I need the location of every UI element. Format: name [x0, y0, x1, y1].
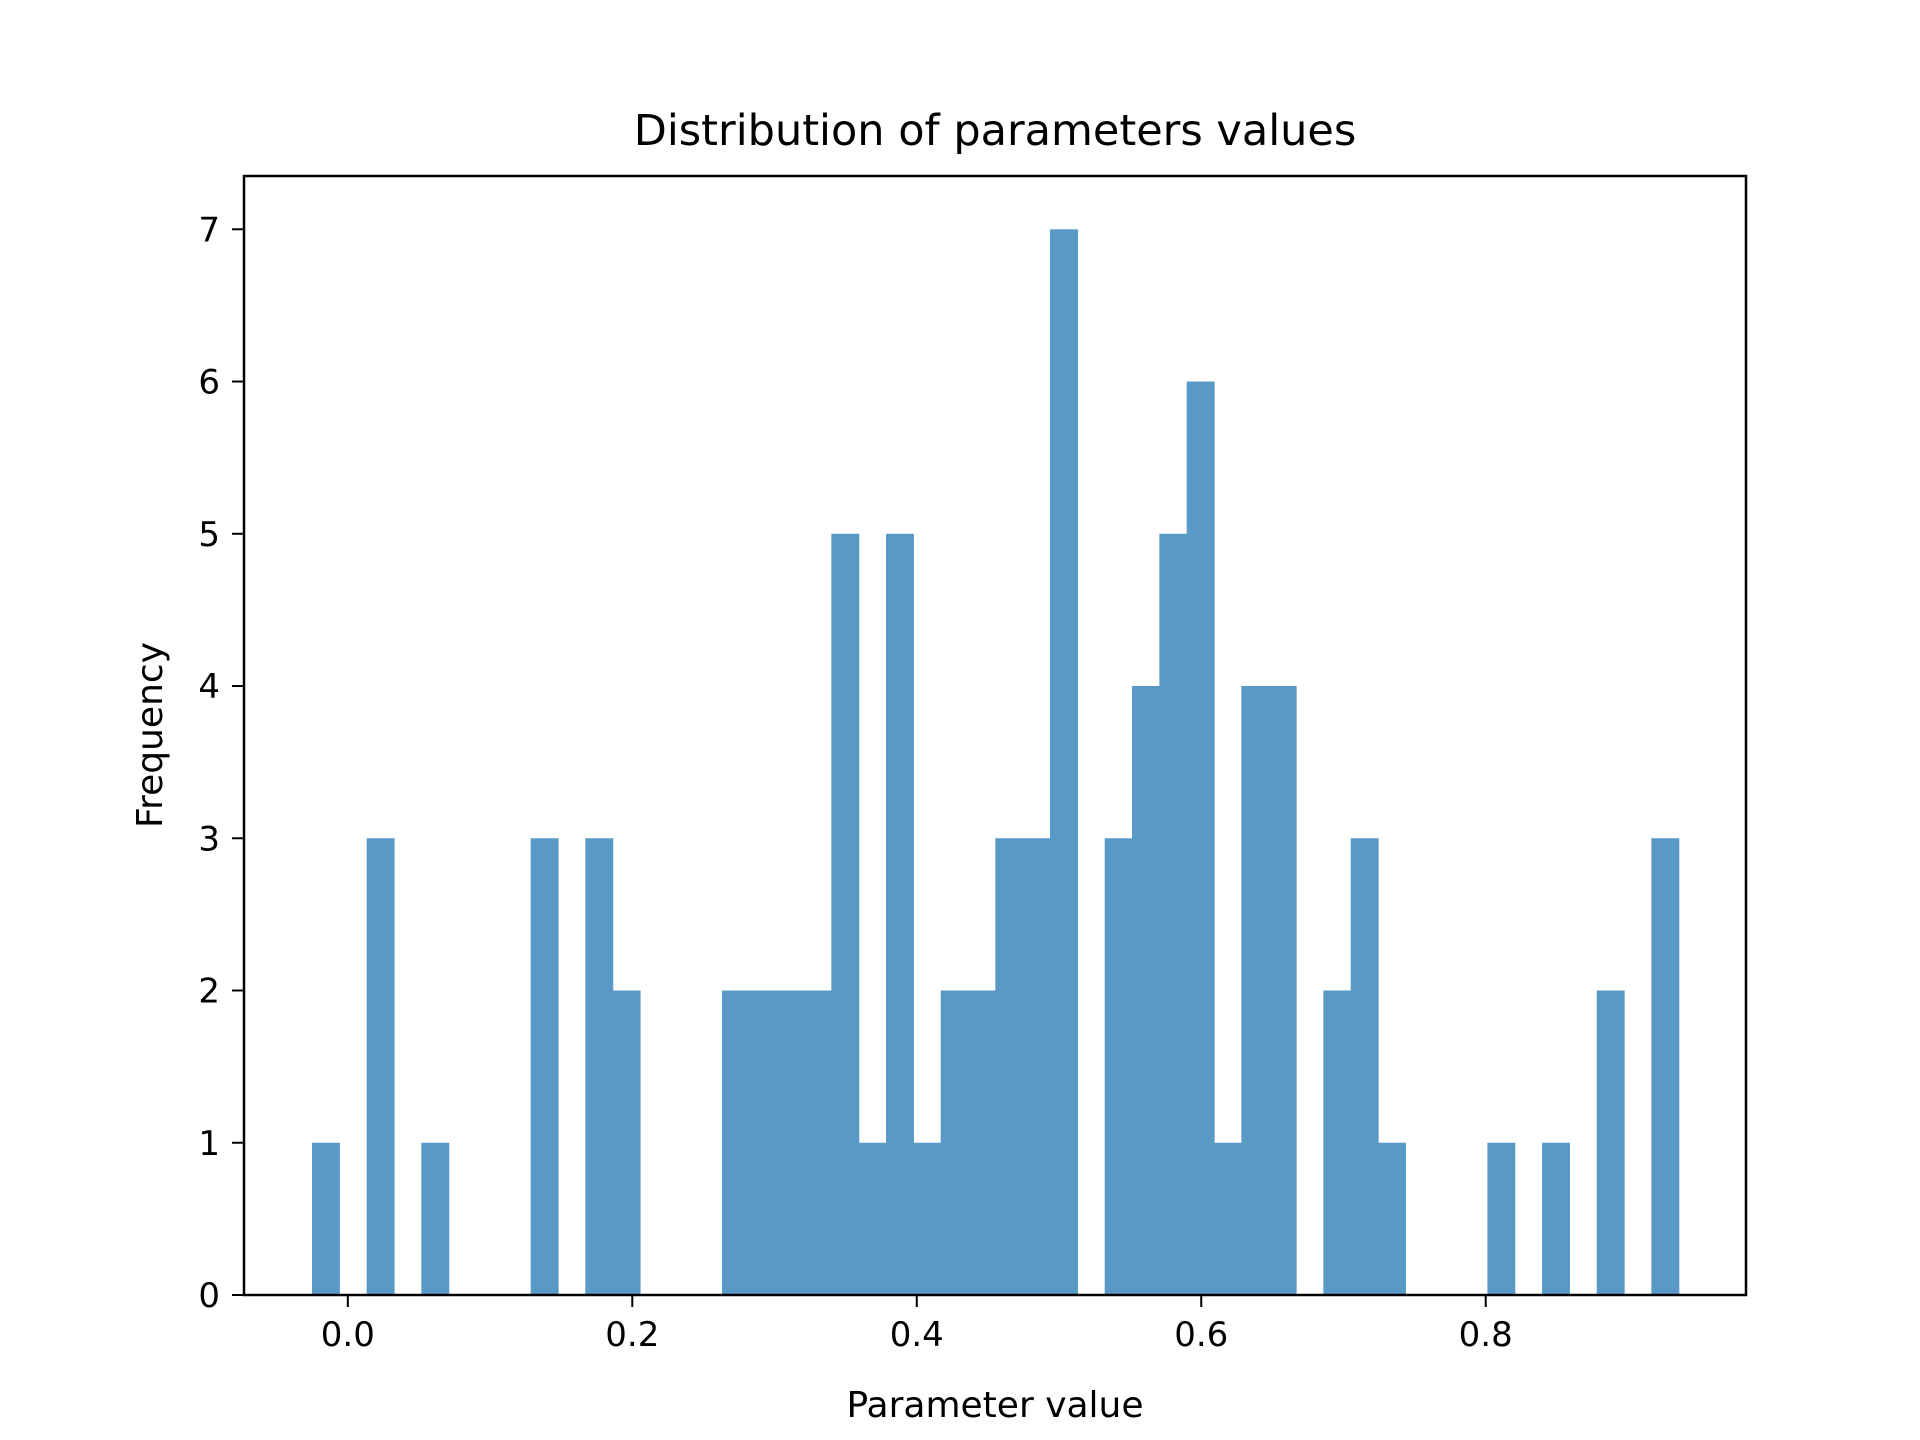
- x-tick-label: 0.2: [605, 1315, 659, 1355]
- histogram-bar: [366, 838, 395, 1295]
- y-tick-label: 3: [198, 819, 220, 859]
- histogram-bar: [530, 838, 559, 1295]
- histogram-bar: [612, 990, 641, 1295]
- y-tick-label: 2: [198, 972, 220, 1012]
- histogram-bar: [1104, 838, 1133, 1295]
- x-tick-label: 0.6: [1174, 1315, 1228, 1355]
- chart-title: Distribution of parameters values: [634, 106, 1357, 156]
- histogram-bar: [1022, 838, 1051, 1295]
- histogram-bar: [1050, 229, 1078, 1295]
- y-axis-title: Frequency: [130, 642, 171, 828]
- x-axis-title: Parameter value: [846, 1385, 1143, 1426]
- x-axis-ticks: 0.0 0.2 0.4 0.6 0.8: [321, 1295, 1513, 1355]
- histogram-bar: [1542, 1142, 1570, 1295]
- histogram-bar: [886, 533, 914, 1295]
- histogram-bar: [1487, 1142, 1516, 1295]
- x-tick-label: 0.8: [1459, 1315, 1513, 1355]
- y-tick-label: 4: [198, 667, 220, 707]
- x-tick-label: 0.4: [890, 1315, 944, 1355]
- histogram-bar: [421, 1142, 450, 1295]
- histogram-bar: [995, 838, 1024, 1295]
- histogram-bar: [968, 990, 996, 1295]
- histogram-bar: [1596, 990, 1625, 1295]
- histogram-bar: [1241, 686, 1270, 1295]
- histogram-bar: [749, 990, 778, 1295]
- y-tick-label: 6: [198, 363, 220, 403]
- histogram-bar: [1651, 838, 1680, 1295]
- y-tick-label: 5: [198, 515, 220, 555]
- histogram-bar: [831, 533, 860, 1295]
- histogram-bar: [913, 1142, 942, 1295]
- histogram-bar: [1132, 686, 1160, 1295]
- histogram-bar: [1214, 1142, 1242, 1295]
- x-tick-label: 0.0: [321, 1315, 375, 1355]
- histogram-bar: [311, 1142, 340, 1295]
- histogram-bar: [940, 990, 969, 1295]
- plot-frame: [242, 174, 1748, 1297]
- histogram-bar: [858, 1142, 887, 1295]
- histogram-bar: [1268, 686, 1297, 1295]
- histogram-bar: [1350, 838, 1379, 1295]
- histogram-bar: [722, 990, 750, 1295]
- y-tick-label: 0: [198, 1276, 220, 1316]
- y-tick-label: 1: [198, 1124, 220, 1164]
- y-axis-ticks: 0 1 2 3 4 5 6 7: [198, 210, 244, 1316]
- y-tick-label: 7: [198, 210, 220, 250]
- histogram-bar: [776, 990, 805, 1295]
- histogram-bars: [311, 229, 1680, 1295]
- histogram-bar: [1159, 533, 1188, 1295]
- histogram-bar: [1186, 381, 1215, 1295]
- histogram-bar: [1323, 990, 1352, 1295]
- histogram-bar: [1378, 1142, 1406, 1295]
- histogram-bar: [585, 838, 614, 1295]
- histogram-bar: [804, 990, 832, 1295]
